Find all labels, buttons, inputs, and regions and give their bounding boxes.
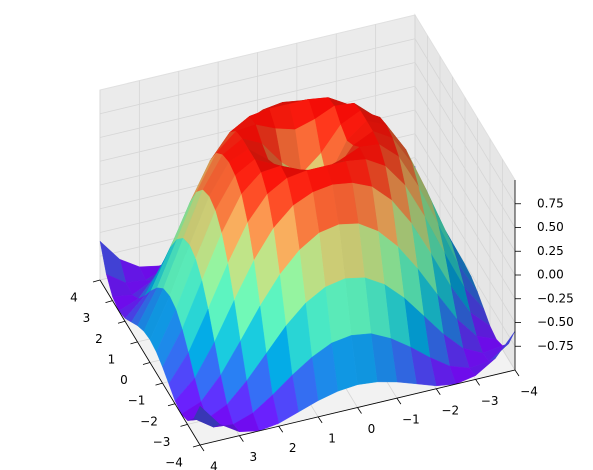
- y-tick: [155, 382, 163, 386]
- grid-line: [414, 38, 516, 204]
- grid-line: [99, 38, 416, 115]
- x-tick-label: 4: [210, 460, 218, 470]
- y-tick-label: 3: [83, 311, 91, 325]
- y-tick-label: −1: [128, 394, 146, 408]
- z-tick-label: 0.25: [537, 244, 564, 258]
- x-tick: [199, 444, 205, 452]
- z-tick-label: −0.50: [537, 315, 574, 329]
- y-tick-label: 4: [70, 291, 78, 305]
- x-tick-label: 2: [289, 441, 297, 455]
- x-tick: [475, 379, 480, 386]
- x-tick: [514, 369, 520, 377]
- grid-line: [414, 62, 516, 228]
- y-tick-label: 2: [95, 332, 103, 346]
- y-tick: [117, 320, 126, 324]
- grid-line: [99, 62, 416, 138]
- x-tick: [239, 435, 244, 442]
- z-tick-label: −0.75: [537, 339, 574, 353]
- grid-line: [414, 109, 516, 276]
- y-tick: [105, 300, 113, 304]
- grid-line: [414, 86, 516, 252]
- x-tick: [317, 416, 323, 424]
- surface-patch: [193, 405, 221, 428]
- y-tick: [192, 444, 201, 448]
- x-tick-label: −3: [481, 394, 499, 408]
- y-tick-label: −4: [165, 456, 183, 470]
- z-tick-label: −0.25: [537, 291, 574, 305]
- y-tick: [130, 341, 138, 345]
- x-tick: [435, 388, 441, 395]
- z-tick-label: 0.50: [537, 220, 564, 234]
- x-tick-label: −2: [441, 403, 459, 417]
- x-tick: [278, 426, 284, 433]
- y-tick: [92, 279, 101, 283]
- y-tick-label: −2: [140, 414, 158, 428]
- x-tick: [396, 397, 402, 405]
- z-tick-label: 0.75: [537, 196, 564, 210]
- y-tick: [180, 423, 188, 427]
- x-tick-label: −4: [520, 385, 538, 399]
- z-tick-label: 0.00: [537, 268, 564, 282]
- y-tick-label: −3: [153, 435, 171, 449]
- y-tick: [167, 403, 176, 407]
- y-tick-label: 1: [108, 352, 116, 366]
- grid-line: [414, 133, 516, 299]
- x-tick-label: 1: [328, 431, 336, 445]
- grid-line: [414, 157, 516, 323]
- y-tick-label: 0: [120, 373, 128, 387]
- x-tick-label: −1: [402, 413, 420, 427]
- x-tick: [357, 407, 362, 414]
- x-tick-label: 3: [250, 450, 258, 464]
- y-tick: [142, 362, 151, 365]
- x-tick-label: 0: [368, 422, 376, 436]
